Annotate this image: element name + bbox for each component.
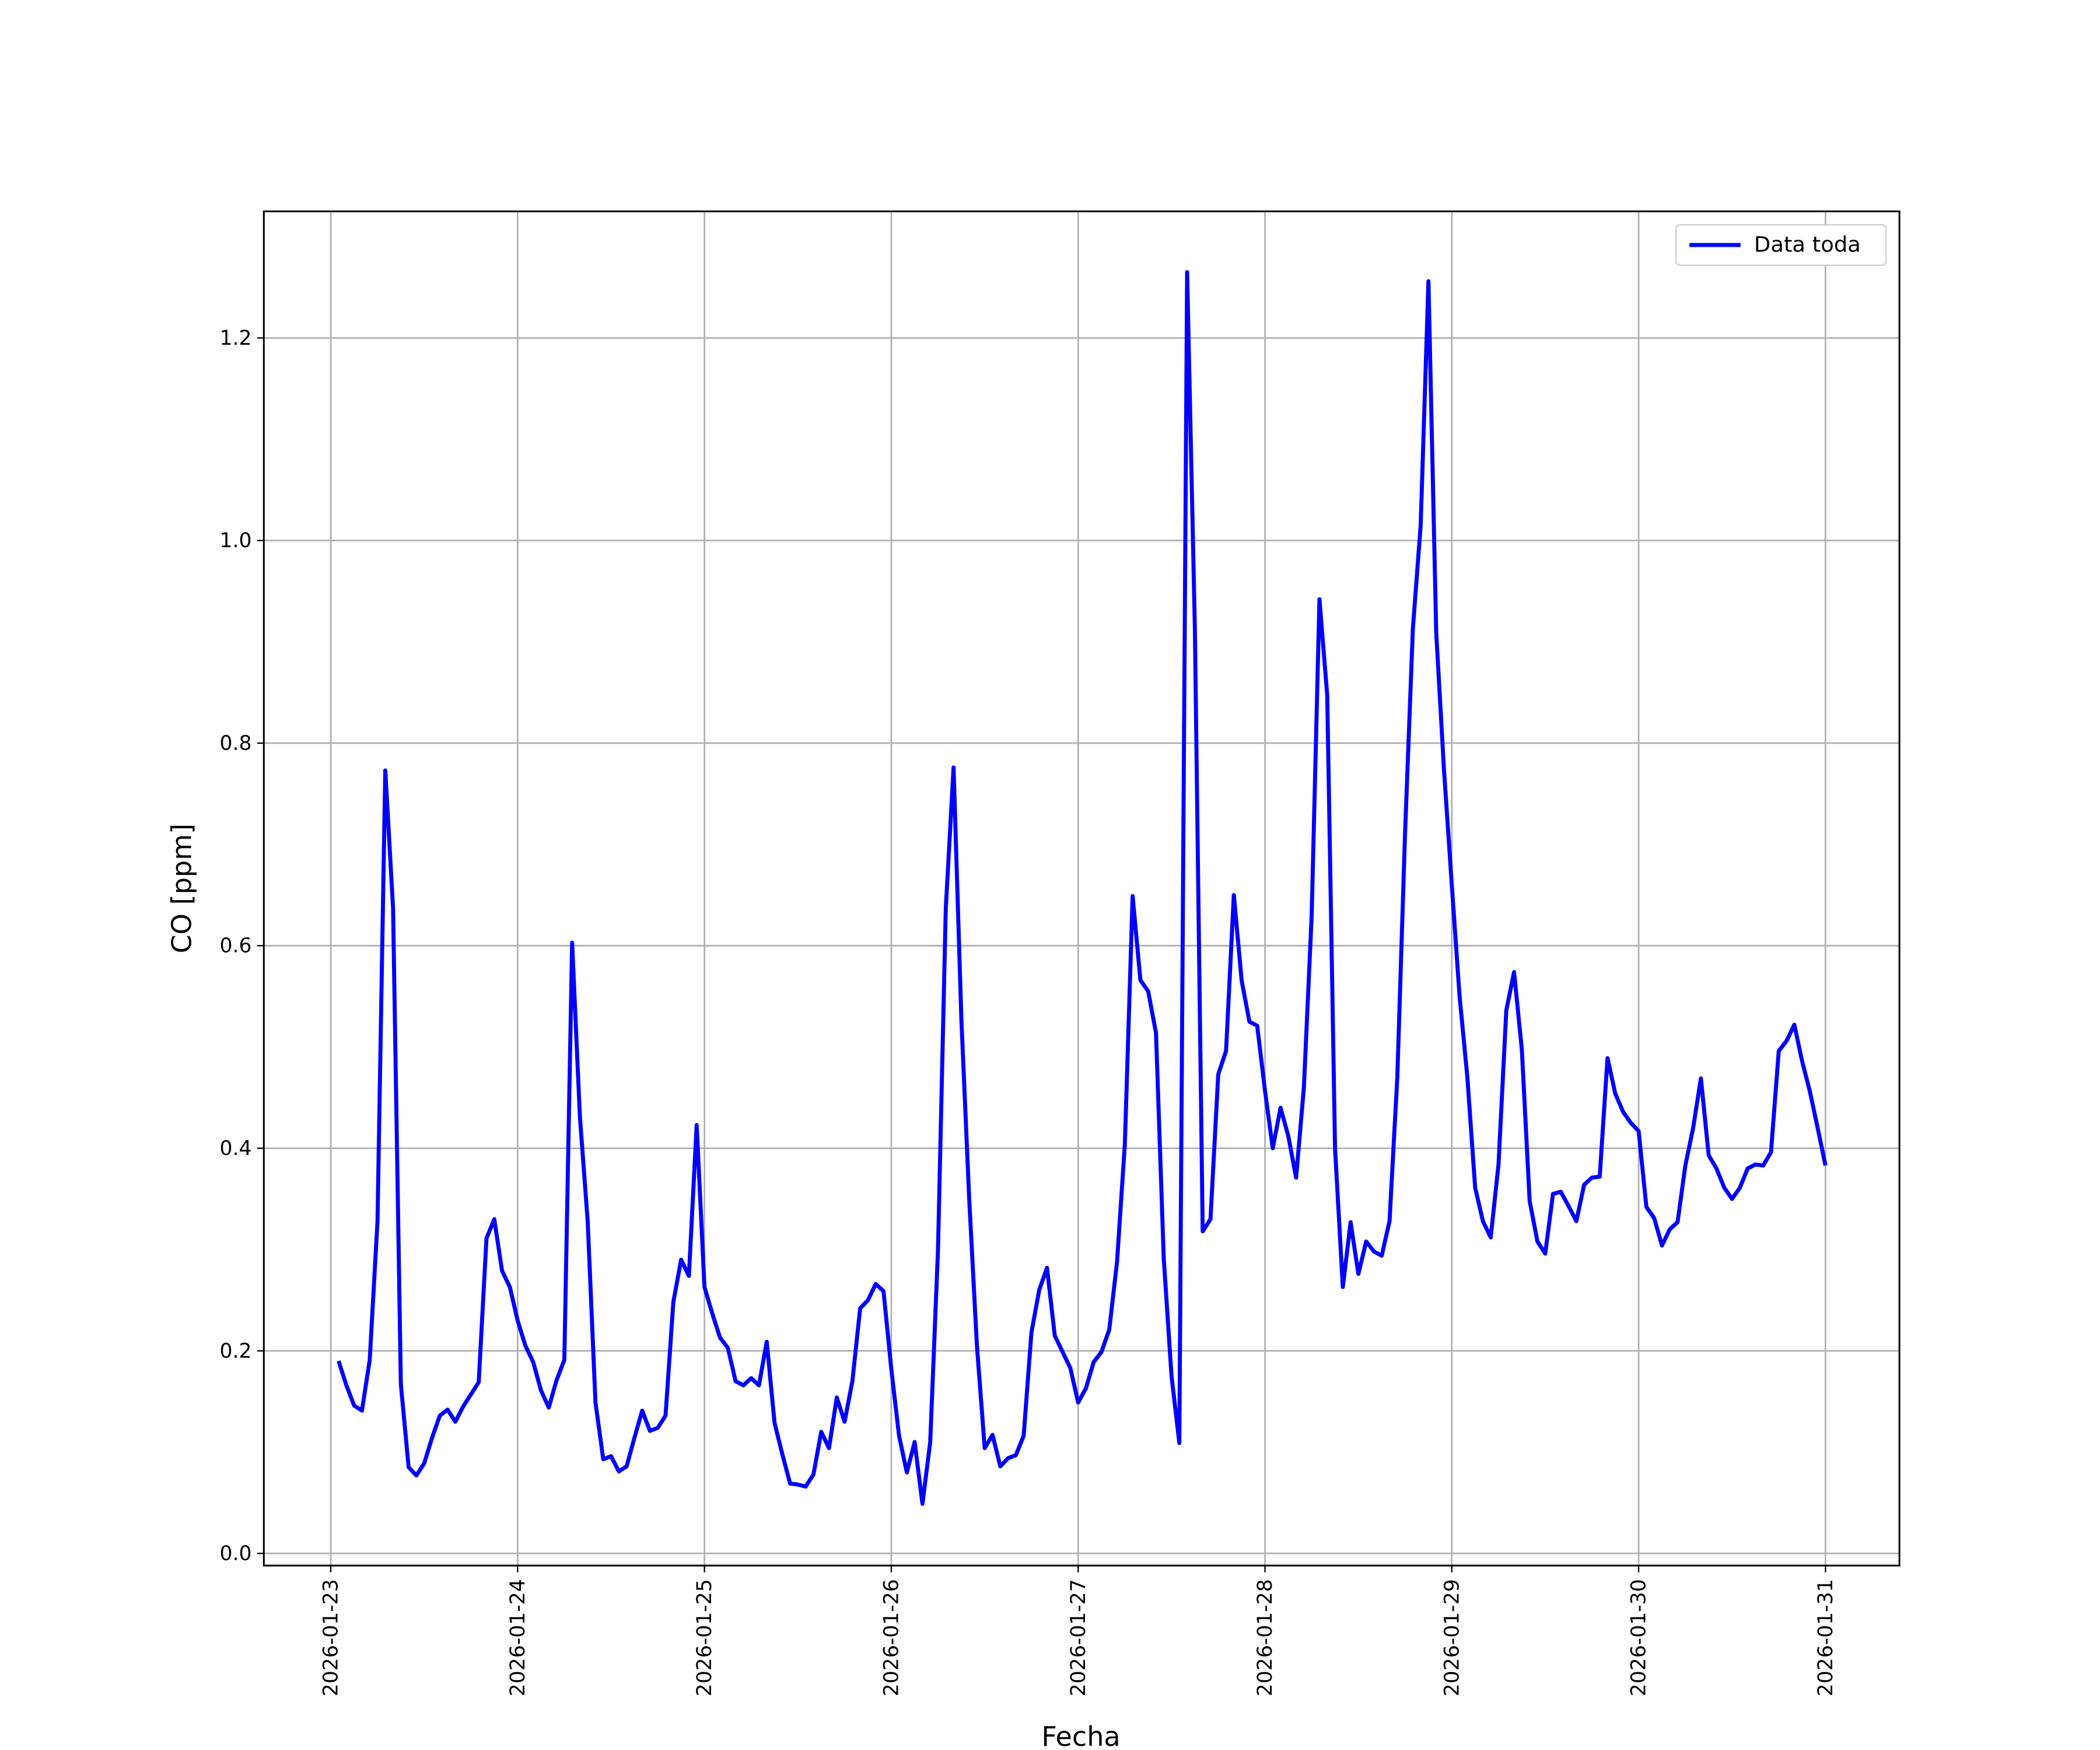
x-tick-label: 2026-01-30 <box>1628 1579 1651 1696</box>
y-tick-label: 0.8 <box>219 732 251 755</box>
x-tick-label: 2026-01-25 <box>693 1579 716 1696</box>
x-tick-label: 2026-01-27 <box>1067 1579 1090 1696</box>
y-axis-label: CO [ppm] <box>166 824 198 954</box>
plot-frame <box>262 210 1901 1567</box>
legend-box <box>1675 224 1887 266</box>
x-tick-label: 2026-01-31 <box>1814 1579 1838 1696</box>
y-tick-label: 0.0 <box>219 1542 251 1566</box>
x-tick-label: 2026-01-24 <box>506 1579 530 1696</box>
y-tick-label: 1.0 <box>219 529 251 552</box>
x-tick-label: 2026-01-29 <box>1440 1579 1464 1696</box>
x-axis-label: Fecha <box>1041 1721 1120 1750</box>
y-tick-label: 0.6 <box>219 935 251 958</box>
legend-label: Data toda <box>1754 232 1861 257</box>
x-tick-label: 2026-01-23 <box>320 1579 343 1696</box>
y-tick-label: 0.2 <box>219 1339 251 1363</box>
data-line <box>337 270 1828 1506</box>
y-tick-label: 1.2 <box>219 327 251 350</box>
x-tick-label: 2026-01-26 <box>880 1579 903 1696</box>
x-tick-label: 2026-01-28 <box>1254 1579 1277 1696</box>
y-tick-label: 0.4 <box>219 1137 251 1160</box>
